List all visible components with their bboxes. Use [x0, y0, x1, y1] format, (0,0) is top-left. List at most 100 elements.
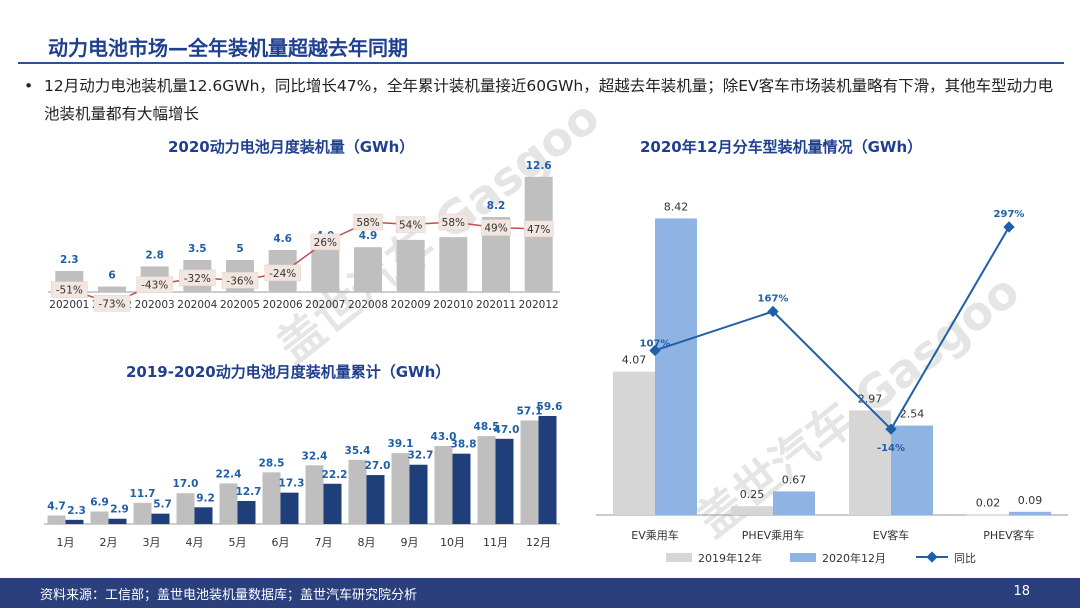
chart1-bar-label: 2.8: [145, 249, 164, 261]
chart2-label-2019: 39.1: [388, 438, 414, 450]
chart2-bar-2019: [477, 436, 496, 524]
source-note: 资料来源：工信部；盖世电池装机量数据库；盖世汽车研究院分析: [40, 588, 418, 603]
chart1-yoy-label-box: [51, 281, 88, 298]
chart1-yoy-label-box: [310, 233, 341, 251]
chart2-x-tick: 12月: [526, 536, 551, 549]
chart2-bar-2019: [219, 483, 238, 524]
chart1-yoy-label: 49%: [484, 223, 507, 235]
legend-label-yoy: 同比: [954, 552, 976, 565]
chart3-label-2020: 8.42: [664, 200, 689, 213]
chart1-bar-label: 2.3: [60, 254, 79, 266]
chart1-yoy-label-box: [179, 269, 216, 287]
chart1-x-tick: 202012: [519, 299, 559, 311]
chart2-x-tick: 10月: [440, 536, 465, 549]
chart3-label-2019: 4.07: [622, 354, 647, 367]
chart2-bar-2019: [176, 493, 195, 524]
chart2-bar-2019: [520, 420, 539, 524]
chart2-bar-2020: [538, 415, 557, 524]
chart2-label-2020: 38.8: [451, 439, 477, 451]
chart2-x-tick: 4月: [186, 536, 204, 549]
chart1-yoy-label-box: [523, 220, 554, 238]
chart2-bar-2020: [280, 492, 299, 524]
legend-marker-yoy: [926, 551, 938, 563]
chart2-bar-2020: [495, 438, 514, 524]
chart2-label-2019: 57.1: [517, 406, 543, 418]
chart2-x-tick: 11月: [483, 536, 508, 549]
chart2-bar-2020: [151, 513, 170, 524]
chart3-yoy-marker: [649, 344, 661, 357]
chart1-yoy-label-box: [264, 264, 301, 282]
chart2-label-2019: 4.7: [47, 500, 66, 512]
chart2-x-tick: 7月: [315, 536, 333, 549]
chart1-yoy-label-box: [353, 213, 383, 231]
chart2-bar-2020: [237, 500, 256, 524]
chart3-x-tick: EV乘用车: [631, 528, 678, 542]
chart2-bar-2020: [194, 507, 213, 524]
chart2-bar-2019: [348, 459, 367, 524]
chart1-bar: [354, 247, 382, 292]
chart2-bar-2019: [391, 453, 410, 524]
legend-label-2020: 2020年12月: [822, 551, 886, 565]
chart1-x-tick: 202011: [476, 299, 516, 311]
legend-swatch-2020: [790, 553, 816, 562]
chart3-bar-2020: [891, 425, 933, 515]
chart1-yoy-label-box: [481, 219, 511, 236]
chart1-yoy-label: -24%: [269, 268, 296, 280]
chart1-x-tick: 202009: [391, 299, 431, 311]
chart3-yoy-marker: [767, 305, 779, 318]
chart2-label-2020: 27.0: [365, 460, 391, 472]
chart2-bar-2020: [108, 518, 127, 524]
chart2-label-2020: 2.9: [110, 504, 129, 516]
chart3-bar-2020: [655, 218, 697, 516]
chart2-bar-2020: [65, 519, 84, 524]
chart1-title: 2020动力电池月度装机量（GWh）: [168, 138, 415, 156]
chart3-bar-2019: [849, 410, 891, 515]
chart2-bar-2020: [409, 464, 428, 524]
chart2-label-2019: 22.4: [216, 468, 242, 480]
chart1-yoy-label: -43%: [141, 280, 168, 292]
chart2-x-tick: 3月: [143, 536, 161, 549]
chart2-label-2019: 6.9: [90, 496, 109, 508]
chart3-bar-2020: [1009, 511, 1051, 515]
chart2-bar-2019: [90, 511, 109, 524]
chart3-title: 2020年12月分车型装机量情况（GWh）: [640, 138, 923, 156]
chart1-yoy-label: -73%: [98, 298, 125, 310]
chart1-yoy-label: -51%: [56, 285, 83, 297]
chart3-yoy-marker: [1003, 221, 1015, 233]
chart1-bar-label: 8.2: [487, 200, 506, 212]
page-number: 18: [1013, 584, 1030, 599]
chart1-x-tick: 202010: [433, 299, 473, 311]
chart2-label-2020: 5.7: [153, 499, 172, 511]
chart1-bar-label: 5: [236, 243, 243, 255]
chart2-label-2019: 43.0: [431, 431, 457, 443]
chart3-bar-2019: [731, 506, 773, 515]
chart2-label-2019: 28.5: [259, 457, 285, 469]
legend-label-2019: 2019年12年: [698, 551, 762, 565]
chart1-bar-label: 4.9: [359, 230, 378, 242]
chart2-bar-2019: [47, 515, 66, 524]
chart1-x-tick: 202007: [305, 299, 345, 311]
title-bar: 动力电池市场—全年装机量超越去年同期: [18, 22, 1064, 64]
chart1-yoy-label-box: [438, 213, 469, 231]
chart2-x-tick: 6月: [272, 536, 290, 549]
page-title: 动力电池市场—全年装机量超越去年同期: [48, 36, 408, 60]
chart2-bar-2020: [452, 453, 471, 524]
chart3-label-2020: 0.67: [782, 473, 807, 486]
legend-swatch-2019: [666, 553, 692, 562]
chart1-bar: [311, 247, 340, 292]
chart1-x-tick: 202003: [135, 299, 175, 311]
chart3-yoy-label: 167%: [758, 293, 789, 304]
chart1-yoy-label: 26%: [314, 237, 337, 249]
chart1-x-tick: 202006: [263, 299, 303, 311]
chart3-label-2019: 0.25: [740, 488, 765, 501]
chart1-yoy-label: 47%: [527, 224, 550, 236]
chart1-bar: [439, 237, 468, 292]
chart3-label-2020: 2.54: [900, 408, 925, 421]
chart3-x-tick: PHEV客车: [983, 528, 1034, 542]
chart2-bar-2020: [366, 475, 385, 524]
chart3-yoy-marker: [885, 423, 897, 435]
chart2-x-tick: 8月: [358, 536, 376, 549]
chart2-x-tick: 1月: [57, 536, 75, 549]
chart2-label-2020: 17.3: [279, 478, 305, 490]
chart3-yoy-label: 297%: [994, 209, 1025, 220]
